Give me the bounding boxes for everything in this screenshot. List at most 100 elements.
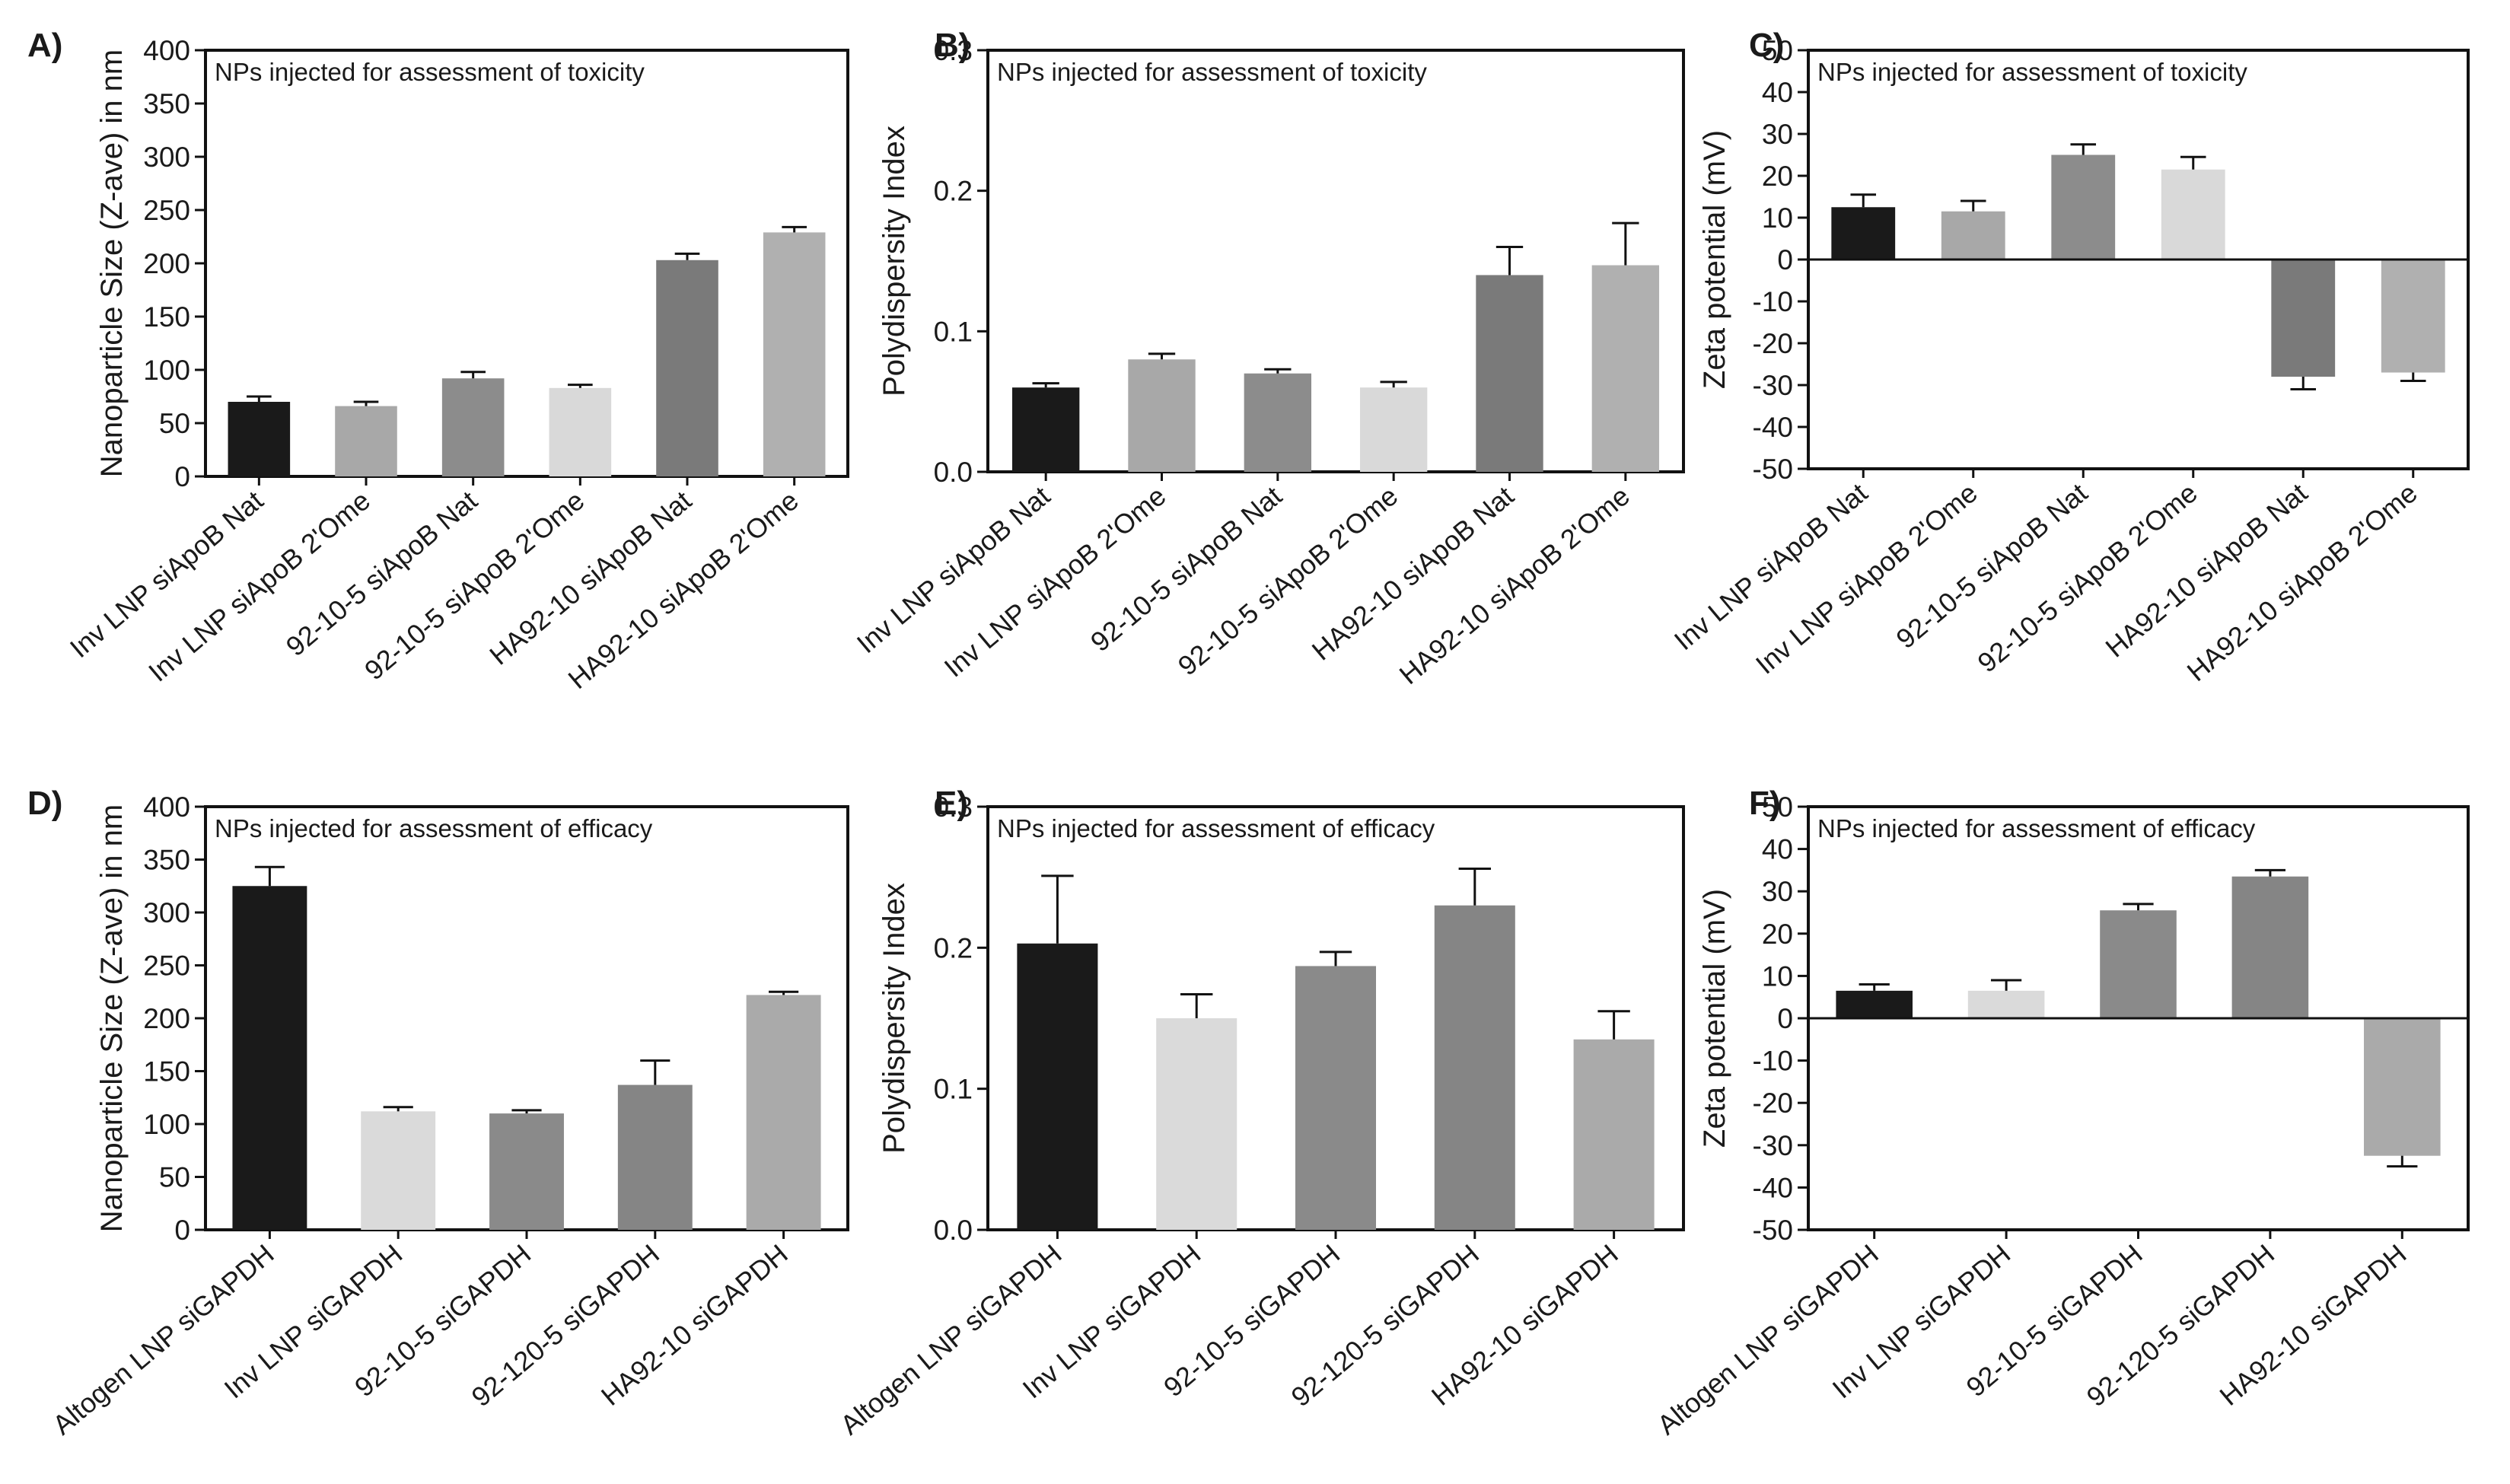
panel-label: D) xyxy=(27,785,62,822)
chart-panel-c: C) NPs injected for assessment of toxicit… xyxy=(1668,27,2470,687)
y-tick-label: 0.0 xyxy=(934,1215,973,1246)
y-tick-label: 0.2 xyxy=(934,176,973,207)
y-tick-label: -20 xyxy=(1753,1088,1793,1119)
bar xyxy=(1591,265,1660,472)
bar xyxy=(1476,275,1543,472)
y-tick-label: -10 xyxy=(1753,286,1793,317)
bar xyxy=(228,402,291,476)
x-category-label: Inv LNP siApoB Nat xyxy=(851,480,1056,659)
bar xyxy=(1244,373,1312,472)
y-tick-label: 0.3 xyxy=(934,35,973,66)
chart-title: NPs injected for assessment of toxicity xyxy=(215,58,645,86)
bar xyxy=(549,387,612,476)
y-tick-label: 50 xyxy=(159,1162,190,1193)
y-axis-label: Nanoparticle Size (Z-ave) in nm xyxy=(95,49,129,477)
x-category-label: Inv LNP siApoB 2'Ome xyxy=(938,480,1172,683)
y-tick-label: -30 xyxy=(1753,370,1793,401)
x-category-label: HA92-10 siApoB 2'Ome xyxy=(1394,480,1636,690)
bar xyxy=(1831,207,1896,260)
x-category-label: Altogen LNP siGAPDH xyxy=(834,1238,1067,1441)
x-category-label: 92-10-5 siApoB Nat xyxy=(1890,477,2093,654)
y-tick-label: -40 xyxy=(1753,1172,1793,1203)
bar xyxy=(2364,1018,2441,1156)
y-tick-label: 0.1 xyxy=(934,1074,973,1105)
x-category-label: 92-10-5 siApoB 2'Ome xyxy=(1971,477,2203,679)
plot-frame xyxy=(986,49,1685,473)
y-tick-label: 30 xyxy=(1762,119,1793,150)
panel-label: C) xyxy=(1749,27,1784,64)
y-axis-label: Nanoparticle Size (Z-ave) in nm xyxy=(95,804,129,1232)
y-tick-label: 350 xyxy=(143,88,190,119)
y-axis-label: Polydispersity Index xyxy=(878,883,911,1154)
y-tick-label: -40 xyxy=(1753,412,1793,443)
bar xyxy=(1295,966,1377,1230)
y-axis-label: Zeta potential (mV) xyxy=(1698,130,1731,389)
y-tick-label: 10 xyxy=(1762,960,1793,992)
y-tick-label: 50 xyxy=(1762,791,1793,823)
y-tick-label: 30 xyxy=(1762,876,1793,907)
x-category-label: Altogen LNP siGAPDH xyxy=(1651,1238,1884,1441)
chart-title: NPs injected for assessment of efficacy xyxy=(215,814,653,842)
bar xyxy=(489,1113,564,1230)
bar xyxy=(1359,387,1428,472)
y-tick-label: -20 xyxy=(1753,328,1793,359)
x-category-label: 92-10-5 siApoB Nat xyxy=(1085,480,1288,658)
y-tick-label: 20 xyxy=(1762,919,1793,950)
y-axis-label: Zeta potential (mV) xyxy=(1698,889,1731,1148)
y-tick-label: 0.0 xyxy=(934,457,973,488)
bar xyxy=(617,1084,693,1230)
y-tick-label: 200 xyxy=(143,1003,190,1034)
y-tick-label: 250 xyxy=(143,195,190,226)
bar xyxy=(335,406,397,476)
y-tick-label: 0.1 xyxy=(934,316,973,347)
bar xyxy=(361,1111,436,1230)
bar xyxy=(2161,169,2225,260)
x-category-label: HA92-10 siApoB Nat xyxy=(2100,477,2314,664)
y-tick-label: 0 xyxy=(1777,1003,1793,1034)
y-tick-label: -50 xyxy=(1753,1215,1793,1246)
panel-label: A) xyxy=(27,27,62,64)
bar xyxy=(656,260,718,476)
y-tick-label: 100 xyxy=(143,355,190,386)
y-tick-label: 0 xyxy=(174,1215,190,1246)
y-axis-label: Polydispersity Index xyxy=(878,126,911,396)
bar xyxy=(1156,1018,1237,1230)
y-tick-label: 400 xyxy=(143,35,190,66)
plot-frame xyxy=(204,49,849,478)
y-tick-label: 40 xyxy=(1762,77,1793,108)
y-tick-label: 300 xyxy=(143,897,190,928)
x-category-label: HA92-10 siApoB Nat xyxy=(483,485,697,671)
x-category-label: Inv LNP siApoB Nat xyxy=(64,485,269,664)
bar xyxy=(763,232,826,476)
y-tick-label: 0.2 xyxy=(934,932,973,963)
y-tick-label: 400 xyxy=(143,791,190,823)
y-tick-label: 350 xyxy=(143,845,190,876)
chart-panel-b: B) NPs injected for assessment of toxicit… xyxy=(851,27,1685,690)
y-tick-label: 50 xyxy=(159,408,190,439)
y-tick-label: 40 xyxy=(1762,834,1793,865)
chart-title: NPs injected for assessment of efficacy xyxy=(1817,814,2256,842)
x-category-label: HA92-10 siApoB Nat xyxy=(1306,480,1520,667)
chart-panel-a: A) NPs injected for assessment of toxicit… xyxy=(27,27,849,695)
chart-panel-f: F) NPs injected for assessment of efficac… xyxy=(1651,785,2470,1441)
y-tick-label: 200 xyxy=(143,248,190,279)
y-tick-label: 0 xyxy=(1777,244,1793,275)
chart-title: NPs injected for assessment of toxicity xyxy=(997,58,1427,86)
bar xyxy=(746,995,821,1230)
y-tick-label: -30 xyxy=(1753,1130,1793,1161)
x-category-label: Inv LNP siApoB 2'Ome xyxy=(1750,477,1983,680)
y-tick-label: 300 xyxy=(143,142,190,173)
panel-label: E) xyxy=(935,785,968,822)
chart-panel-d: D) NPs injected for assessment of efficac… xyxy=(27,785,849,1441)
y-tick-label: 100 xyxy=(143,1109,190,1140)
chart-panel-e: E) NPs injected for assessment of efficac… xyxy=(834,785,1685,1441)
bar xyxy=(2051,154,2116,260)
bar xyxy=(441,378,505,476)
bar xyxy=(1836,990,1913,1018)
y-tick-label: 250 xyxy=(143,951,190,982)
y-tick-label: -10 xyxy=(1753,1046,1793,1077)
bar xyxy=(2100,910,2177,1018)
x-category-label: Altogen LNP siGAPDH xyxy=(46,1238,279,1441)
bar xyxy=(1941,211,2005,260)
